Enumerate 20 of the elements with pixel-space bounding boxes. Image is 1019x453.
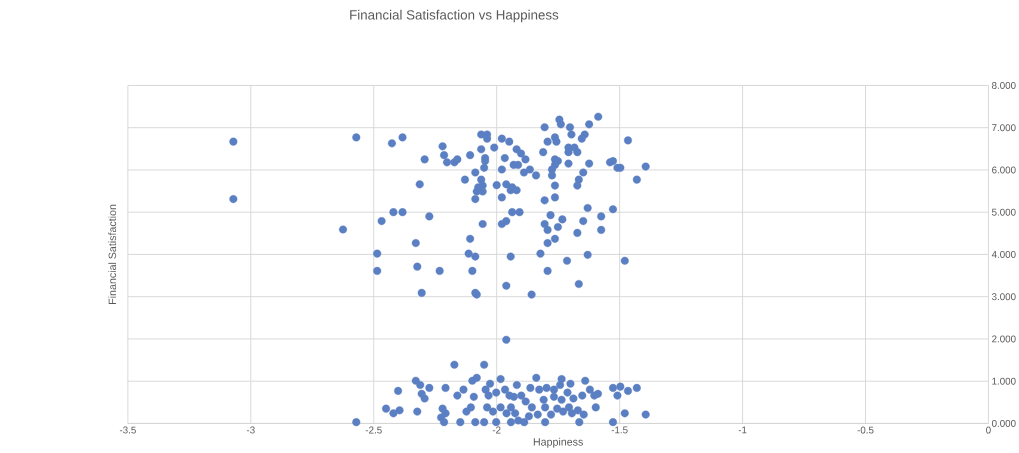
y-tick-label: 2.000 — [992, 335, 1016, 343]
y-tick-label: 0.000 — [991, 419, 1016, 427]
y-axis-title: Financial Satisfaction — [108, 204, 117, 304]
x-tick-label: -2 — [492, 426, 501, 434]
y-tick-label: 8.000 — [992, 82, 1016, 89]
y-tick-label: 7.000 — [992, 124, 1016, 132]
x-axis-title: Happiness — [533, 437, 583, 448]
x-tick-label: -1.5 — [611, 426, 628, 434]
x-tick-label: 0 — [986, 426, 991, 434]
y-tick-label: 1.000 — [992, 377, 1016, 385]
y-tick-label: 4.000 — [991, 251, 1016, 258]
x-tick-label: -3.5 — [119, 426, 136, 434]
chart-title: Financial Satisfaction vs Happiness — [350, 9, 559, 23]
x-tick-label: -0.5 — [857, 426, 874, 434]
x-tick-label: -1 — [738, 426, 747, 434]
y-tick-label: 5.000 — [991, 208, 1016, 216]
y-tick-label: 6.000 — [992, 166, 1016, 174]
x-tick-label: -3 — [246, 426, 255, 434]
y-tick-label: 3.000 — [991, 293, 1016, 301]
x-tick-label: -2.5 — [365, 426, 382, 434]
